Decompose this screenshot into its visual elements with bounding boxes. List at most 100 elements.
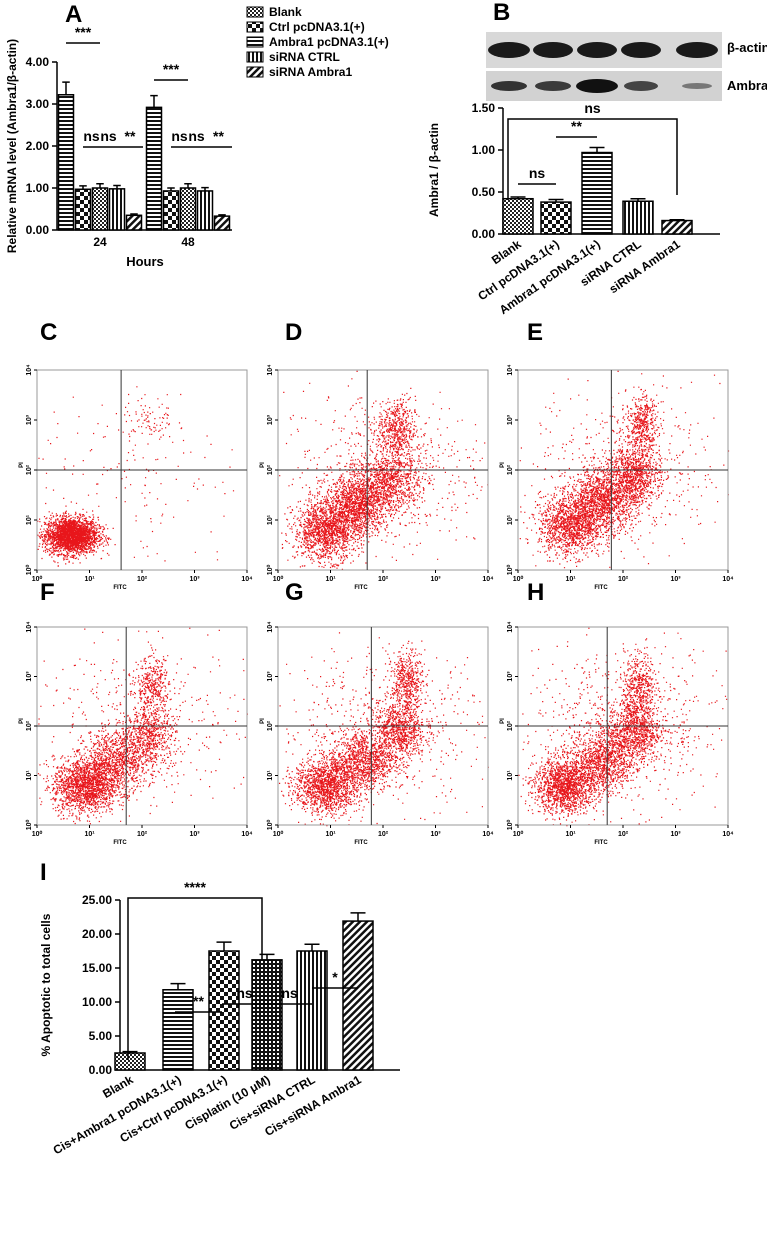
y-tick-label: 10³ — [26, 414, 33, 425]
x-tick-label: 10¹ — [325, 576, 336, 583]
y-tick-label: 15.00 — [82, 961, 112, 975]
y-tick-label: 10⁴ — [267, 621, 274, 633]
x-tick-label: 10¹ — [84, 831, 95, 838]
x-axis-label: FITC — [354, 585, 368, 591]
bar — [540, 201, 572, 235]
x-tick-label: 10¹ — [84, 576, 95, 583]
x-axis-label: FITC — [594, 585, 608, 591]
y-tick-label: 10⁴ — [26, 621, 33, 633]
y-tick-label: 10⁰ — [506, 565, 514, 576]
significance-label: ** — [571, 118, 582, 134]
y-tick-label: 10² — [26, 464, 33, 475]
x-tick-label: 10³ — [430, 576, 441, 583]
y-tick-label: 5.00 — [89, 1029, 113, 1043]
x-tick-label: siRNA Ambra1 — [607, 237, 683, 296]
flow-events — [279, 632, 489, 827]
legend-label: Ambra1 pcDNA3.1(+) — [269, 35, 389, 49]
significance-label: *** — [75, 24, 92, 40]
bar — [502, 197, 534, 235]
x-tick-label: 10³ — [670, 831, 681, 838]
legend-label: Blank — [269, 5, 302, 19]
error-bar — [201, 186, 209, 191]
y-axis-label: PI — [500, 718, 506, 724]
flow-events — [37, 386, 235, 567]
y-axis-label: PI — [19, 462, 25, 468]
error-bar — [96, 183, 104, 188]
y-tick-label: 20.00 — [82, 927, 112, 941]
y-tick-label: 0.00 — [89, 1063, 113, 1077]
y-tick-label: 10⁰ — [506, 820, 514, 831]
x-tick-label: 10⁰ — [273, 575, 284, 583]
error-bar — [122, 1050, 138, 1053]
bar — [296, 950, 328, 1071]
error-bar — [184, 183, 192, 188]
y-tick-label: 25.00 — [82, 893, 112, 907]
y-tick-label: 10⁴ — [507, 364, 514, 376]
y-tick-label: 1.50 — [472, 101, 496, 115]
x-tick-label: 48 — [181, 235, 195, 249]
legend-label: Ctrl pcDNA3.1(+) — [269, 20, 365, 34]
bar — [162, 989, 194, 1071]
error-bar — [630, 197, 646, 202]
significance-label: **** — [184, 879, 206, 895]
significance-label: ns — [584, 100, 601, 116]
y-tick-label: 10¹ — [26, 770, 33, 781]
x-tick-label: 10⁰ — [273, 830, 284, 838]
error-bar — [304, 943, 320, 951]
error-bar — [150, 94, 158, 108]
bar — [91, 187, 109, 231]
panel-letter: G — [285, 579, 304, 606]
x-tick-label: 10⁴ — [241, 576, 253, 583]
x-tick-label: 10² — [137, 576, 148, 583]
panel-letter: H — [527, 579, 544, 606]
significance-label: ns — [529, 165, 546, 181]
significance-label: ns — [188, 128, 205, 144]
x-tick-label: 10¹ — [565, 576, 576, 583]
panel-letter: B — [493, 0, 510, 26]
legend-label: siRNA Ambra1 — [269, 65, 352, 79]
y-tick-label: 2.00 — [26, 139, 50, 153]
error-bar — [113, 184, 121, 189]
significance-bracket — [127, 897, 263, 1060]
y-axis-label: Relative mRNA level (Ambra1/β-actin) — [5, 39, 19, 253]
significance-label: ns — [83, 128, 100, 144]
y-tick-label: 10⁰ — [25, 820, 33, 831]
error-bar — [589, 146, 605, 153]
legend-swatch — [246, 51, 264, 63]
error-bar — [167, 187, 175, 191]
error-bar — [130, 213, 138, 216]
bar — [251, 959, 283, 1071]
x-tick-label: 10⁰ — [513, 830, 524, 838]
x-tick-label: 10⁴ — [722, 831, 734, 838]
x-axis-label: FITC — [594, 840, 608, 846]
y-axis-label: PI — [260, 462, 266, 468]
error-bar — [62, 81, 70, 95]
x-axis-label: FITC — [113, 840, 127, 846]
y-tick-label: 1.00 — [472, 143, 496, 157]
error-bar — [170, 982, 186, 990]
y-tick-label: 10² — [26, 720, 33, 731]
legend-swatch — [246, 6, 264, 18]
bar — [179, 187, 197, 231]
error-bar — [548, 198, 564, 203]
x-axis-label: FITC — [354, 840, 368, 846]
y-tick-label: 10³ — [267, 671, 274, 682]
y-tick-label: 10¹ — [26, 514, 33, 525]
y-tick-label: 10.00 — [82, 995, 112, 1009]
y-tick-label: 10⁰ — [266, 820, 274, 831]
y-tick-label: 10⁴ — [507, 621, 514, 633]
panel-letter: C — [40, 319, 57, 346]
x-tick-label: 10¹ — [325, 831, 336, 838]
y-axis-label: PI — [19, 718, 25, 724]
x-tick-label: 10² — [378, 576, 389, 583]
y-tick-label: 0.00 — [26, 223, 50, 237]
bar — [213, 215, 231, 231]
y-tick-label: 10¹ — [507, 514, 514, 525]
legend-swatch — [246, 66, 264, 78]
y-tick-label: 1.00 — [26, 181, 50, 195]
x-tick-label: 10⁴ — [482, 576, 494, 583]
panel-letter: I — [40, 859, 47, 886]
bar — [108, 188, 126, 231]
x-tick-label: 10³ — [189, 831, 200, 838]
